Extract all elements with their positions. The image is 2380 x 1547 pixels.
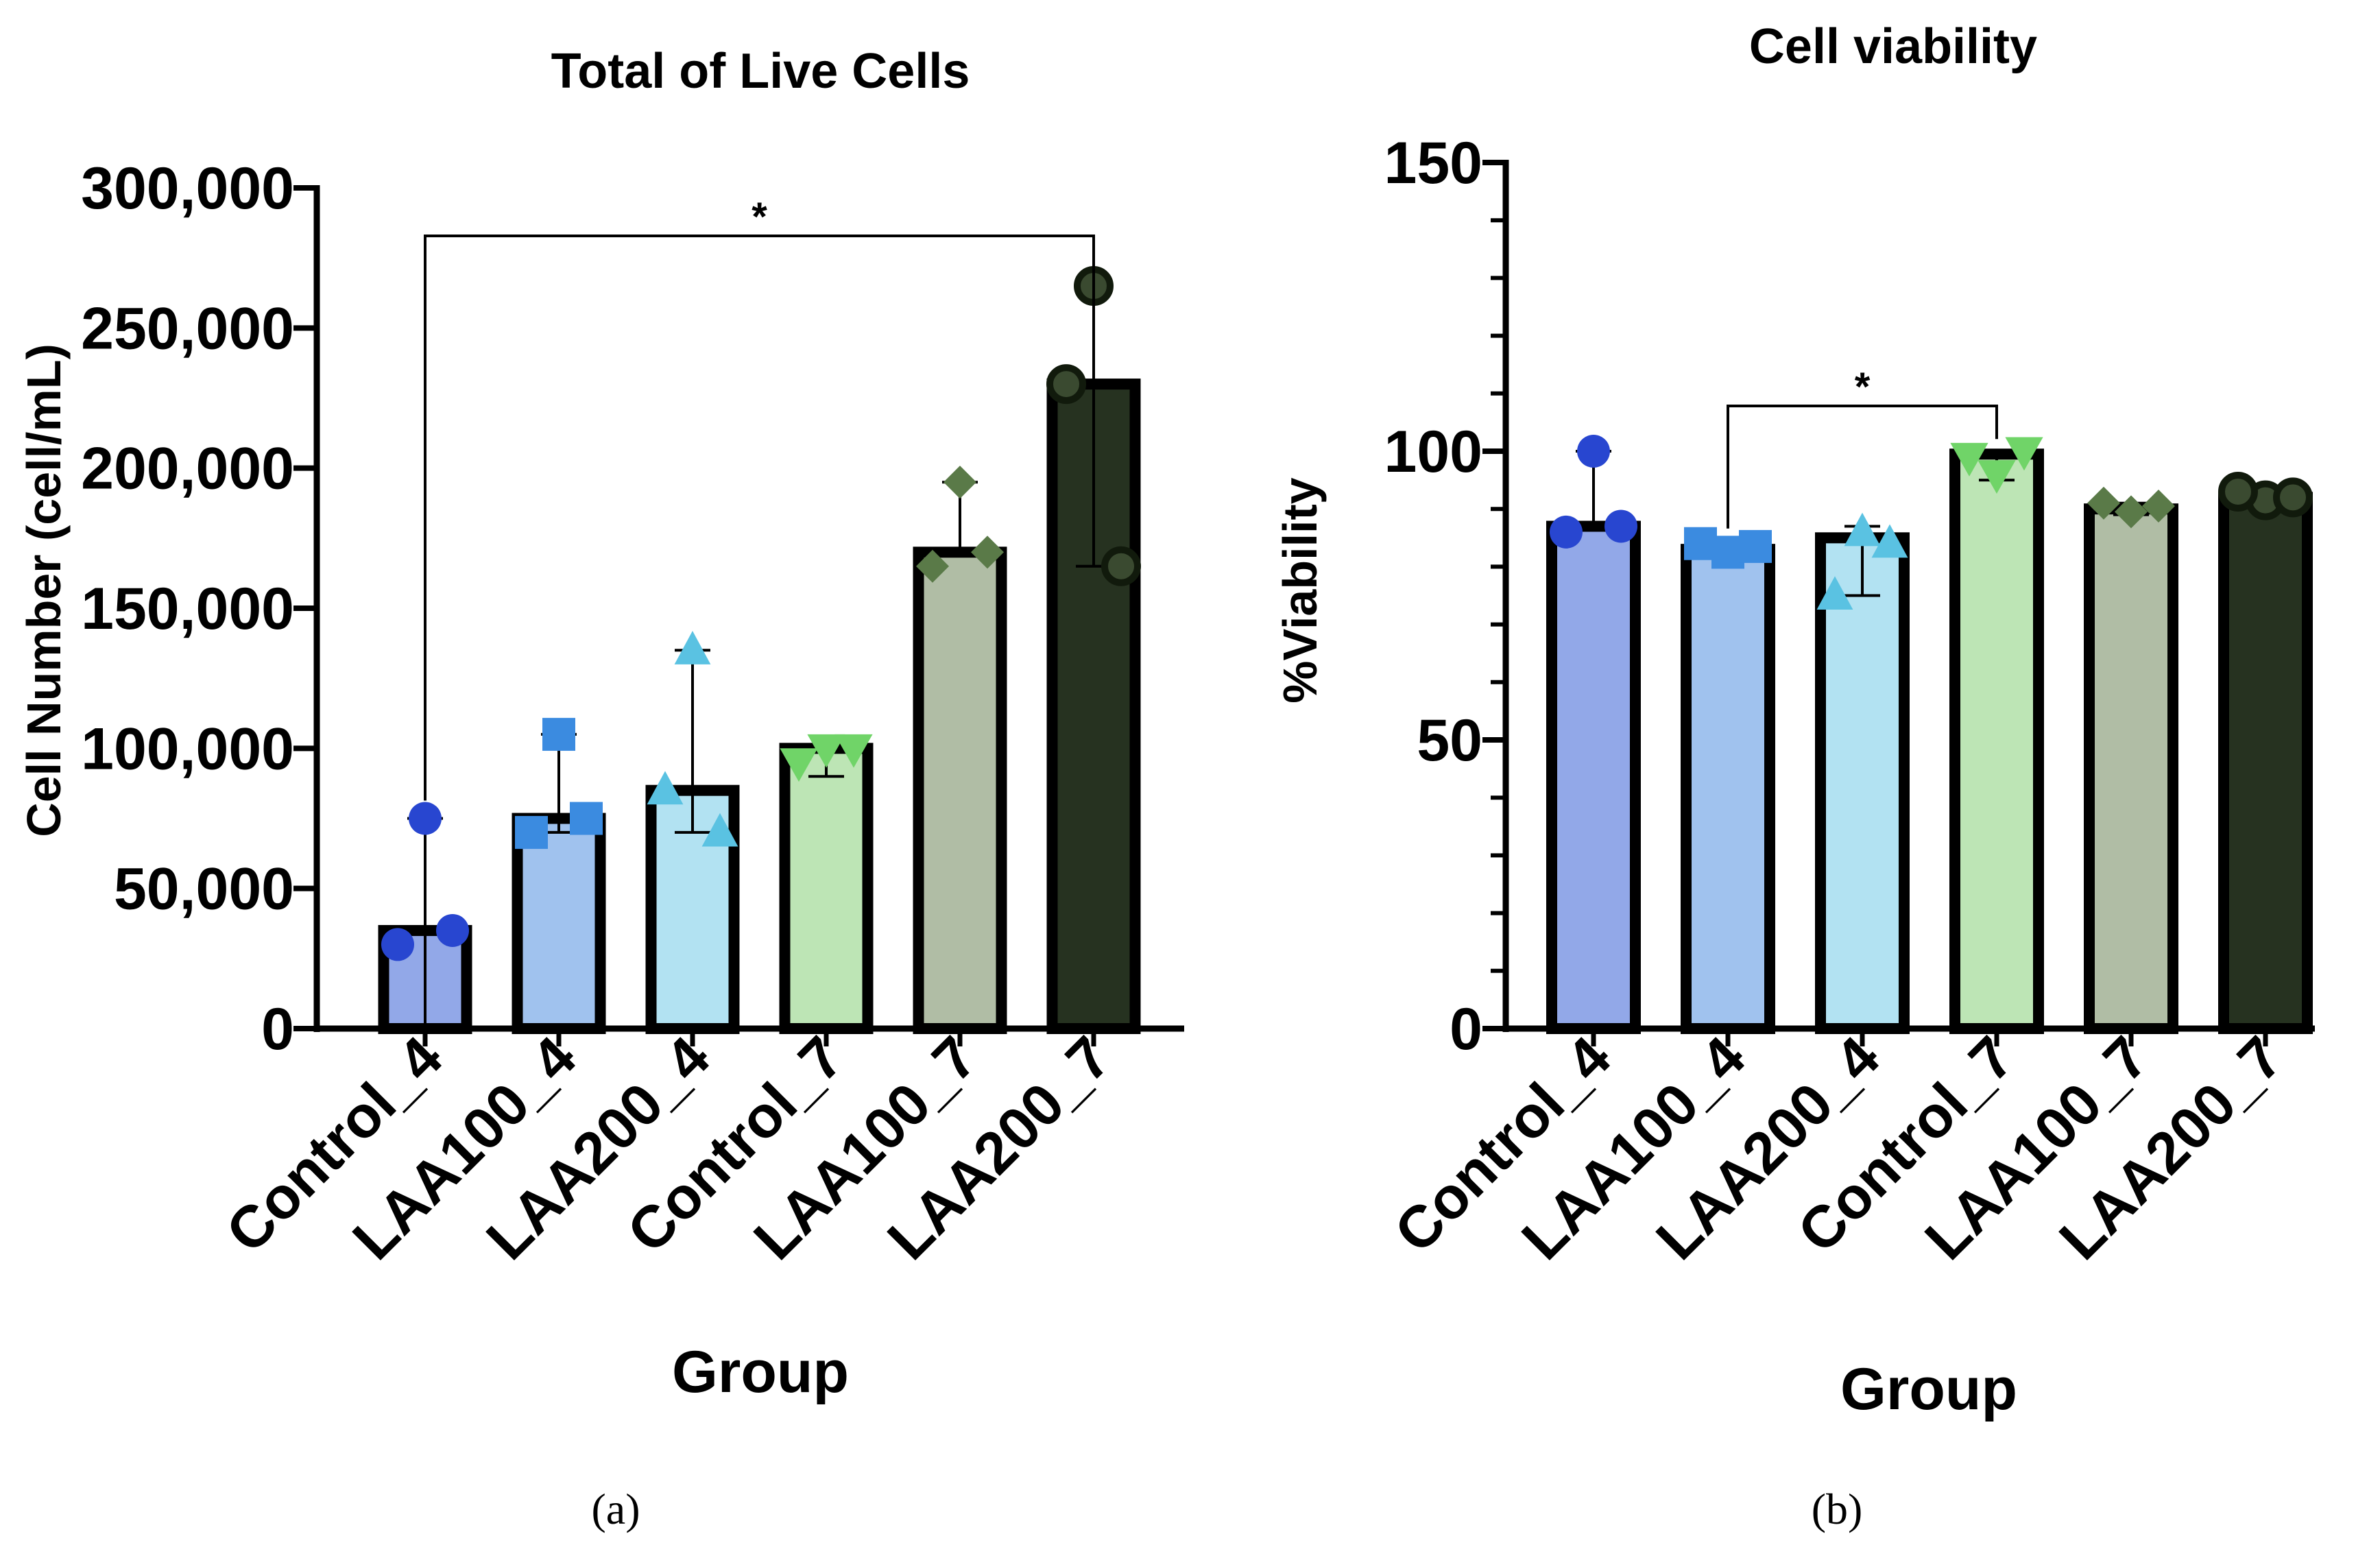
chart-title: Cell viability — [1749, 19, 2037, 74]
point-laa100-4 — [1739, 529, 1772, 563]
point-laa200-4 — [1816, 576, 1853, 610]
bar-control-7 — [1949, 448, 2044, 1034]
x-axis-label: Group — [1840, 1356, 2017, 1422]
point-laa200-7 — [2218, 471, 2258, 512]
significance-label: * — [752, 195, 767, 239]
y-tick-label: 300,000 — [81, 156, 294, 221]
point-laa200-7 — [2273, 477, 2313, 518]
figure-caption: (a) — [591, 1485, 640, 1533]
chart-title: Total of Live Cells — [551, 44, 970, 99]
point-laa200-4 — [647, 771, 684, 805]
figure-caption: (b) — [1812, 1485, 1863, 1533]
point-laa100-7 — [2115, 495, 2148, 529]
point-laa100-7 — [943, 466, 976, 499]
significance-bracket — [424, 235, 1095, 801]
point-control-7 — [780, 748, 818, 782]
point-control-7 — [2005, 437, 2043, 471]
y-tick-label: 100,000 — [81, 716, 294, 782]
y-tick-label: 100 — [1384, 419, 1483, 485]
significance-bracket — [1727, 405, 1998, 529]
point-control-4 — [381, 928, 414, 961]
point-laa100-7 — [916, 549, 949, 583]
point-control-7 — [1950, 442, 1988, 477]
point-laa100-4 — [515, 815, 548, 849]
x-axis-label: Group — [672, 1339, 849, 1405]
y-tick-label: 0 — [1450, 996, 1482, 1062]
point-control-4 — [409, 802, 442, 835]
point-laa100-4 — [542, 717, 575, 751]
y-tick-label: 0 — [261, 996, 294, 1062]
y-axis-label: %Viability — [1273, 477, 1327, 703]
bar-laa100-4 — [1681, 544, 1775, 1034]
bar-control-7 — [779, 743, 874, 1035]
bar-laa100-4 — [512, 813, 606, 1034]
bar-laa200-7 — [2218, 492, 2313, 1034]
y-axis-label: Cell Number (cell/mL) — [17, 344, 71, 837]
y-tick-label: 200,000 — [81, 436, 294, 502]
point-control-4 — [1577, 435, 1610, 468]
point-control-4 — [436, 913, 469, 947]
y-tick-label: 50,000 — [114, 856, 294, 922]
point-control-7 — [1978, 460, 2016, 494]
point-laa200-4 — [701, 813, 738, 847]
point-laa200-4 — [1871, 524, 1908, 558]
point-laa200-4 — [1844, 512, 1881, 547]
y-tick-label: 250,000 — [81, 296, 294, 361]
y-tick-label: 150 — [1384, 130, 1483, 196]
y-tick-label: 50 — [1417, 708, 1482, 774]
chart-total-live-cells: Total of Live Cells Cell Number (cell/mL… — [17, 44, 1184, 1533]
bar-control-4 — [1546, 520, 1641, 1034]
point-laa100-4 — [570, 802, 603, 835]
chart-cell-viability: Cell viability %Viability Group (b) 0 50 1… — [1273, 19, 2315, 1533]
point-laa100-7 — [971, 536, 1004, 569]
point-laa200-4 — [674, 631, 711, 664]
point-laa100-4 — [1684, 527, 1717, 560]
point-laa100-7 — [2087, 486, 2120, 520]
y-tick-label: 150,000 — [81, 576, 294, 642]
point-control-4 — [1550, 515, 1583, 549]
bar-laa100-7 — [2084, 503, 2178, 1034]
point-laa200-7 — [1101, 546, 1141, 586]
significance-label: * — [1855, 365, 1871, 409]
point-control-7 — [807, 734, 845, 768]
bar-laa200-4 — [1815, 532, 1910, 1034]
point-laa100-7 — [2142, 489, 2175, 523]
bar-laa100-7 — [913, 547, 1007, 1034]
point-laa200-7 — [1046, 364, 1086, 405]
point-control-7 — [834, 734, 873, 768]
point-control-4 — [1604, 509, 1637, 543]
